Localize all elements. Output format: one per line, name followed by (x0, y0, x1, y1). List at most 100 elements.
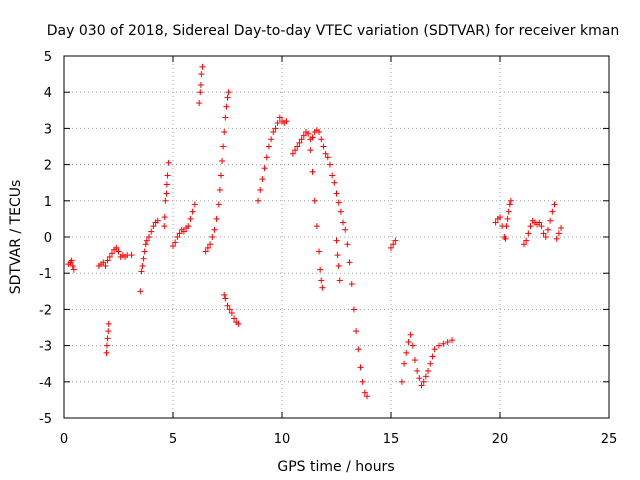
data-point (547, 217, 554, 224)
data-point (103, 349, 110, 356)
data-point (163, 190, 170, 197)
data-point (398, 378, 405, 385)
data-point (316, 248, 323, 255)
data-point (311, 197, 318, 204)
data-point (305, 130, 312, 137)
data-point (342, 226, 349, 233)
data-point (418, 382, 425, 389)
data-point (542, 234, 549, 240)
data-point (255, 197, 262, 204)
data-point (197, 89, 204, 96)
data-point (444, 338, 451, 345)
x-tick-label: 25 (601, 432, 618, 447)
data-point (257, 186, 264, 193)
data-point (333, 237, 340, 244)
data-point (165, 159, 172, 166)
data-point (331, 179, 338, 186)
data-point (222, 295, 229, 302)
data-point (435, 342, 442, 349)
y-axis-label: SDTVAR / TECUs (8, 180, 24, 295)
data-point (318, 277, 325, 284)
y-tick-label: 4 (44, 86, 52, 101)
data-point (344, 241, 351, 248)
data-point (319, 284, 326, 291)
data-point (148, 228, 155, 235)
data-point (199, 63, 206, 70)
data-point (411, 357, 418, 364)
y-tick-labels: -5 -4 -3 -2 -1 0 1 2 3 4 5 (39, 50, 52, 427)
data-point (274, 119, 281, 126)
data-point (141, 248, 148, 255)
data-point (219, 157, 226, 164)
data-point (137, 288, 144, 295)
data-point (261, 165, 268, 172)
data-point (414, 367, 421, 374)
data-point (204, 244, 211, 251)
data-point (202, 248, 209, 255)
y-tick-label: -1 (39, 267, 52, 282)
data-point (102, 262, 109, 269)
y-tick-label: -2 (39, 303, 52, 318)
data-point (525, 230, 532, 237)
data-point (221, 291, 228, 298)
data-point (320, 143, 327, 150)
data-point (555, 230, 562, 237)
y-tick-label: -4 (39, 376, 52, 391)
data-point (326, 161, 333, 168)
data-point (216, 186, 223, 193)
data-point (272, 125, 279, 132)
data-point (504, 215, 511, 222)
y-tick-label: -3 (39, 340, 52, 355)
y-tick-label: 5 (44, 50, 52, 65)
data-point (196, 100, 203, 107)
x-tick-labels: 0 5 10 15 20 25 (60, 432, 617, 447)
data-point (180, 228, 187, 235)
data-point (164, 172, 171, 179)
data-point (361, 389, 368, 396)
data-point (187, 215, 194, 222)
data-point (298, 136, 305, 143)
data-point (520, 241, 527, 248)
data-point (226, 306, 233, 313)
data-point (197, 81, 204, 88)
data-point (224, 94, 231, 101)
data-point (355, 346, 362, 353)
data-point (553, 235, 560, 242)
data-point (142, 241, 149, 248)
y-tick-label: 2 (44, 159, 52, 174)
data-point (523, 237, 530, 244)
y-tick-label: 1 (44, 195, 52, 210)
data-point (213, 215, 220, 222)
data-points (65, 63, 565, 400)
data-point (502, 235, 509, 242)
data-point (505, 208, 512, 215)
data-point (364, 393, 371, 400)
data-point (154, 217, 161, 224)
data-point (348, 281, 355, 288)
data-point (420, 378, 427, 385)
data-point (292, 147, 299, 154)
data-point (265, 143, 272, 150)
data-point (503, 223, 510, 230)
data-point (128, 252, 135, 259)
data-point (108, 250, 115, 257)
data-point (191, 201, 198, 208)
data-point (390, 241, 397, 248)
data-point (276, 114, 283, 121)
data-point (316, 129, 323, 136)
data-point (307, 147, 314, 154)
data-point (309, 134, 316, 141)
data-point (334, 252, 341, 259)
data-point (405, 338, 412, 345)
data-point (527, 223, 534, 230)
data-point (105, 320, 112, 327)
x-tick-label: 15 (383, 432, 400, 447)
chart-title: Day 030 of 2018, Sidereal Day-to-day VTE… (47, 23, 619, 39)
y-tick-label: 3 (44, 122, 52, 137)
data-point (140, 255, 147, 262)
x-axis-label: GPS time / hours (277, 459, 394, 475)
data-point (409, 342, 416, 349)
data-point (309, 168, 316, 175)
data-point (104, 257, 111, 264)
